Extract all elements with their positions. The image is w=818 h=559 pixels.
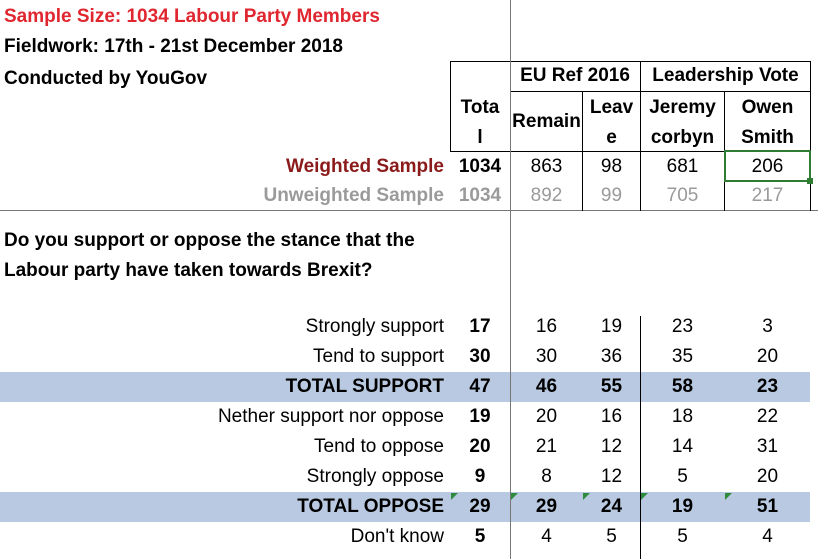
question-text: Do you support or oppose the stance that… — [4, 230, 415, 281]
cell-total[interactable]: 17 — [469, 316, 491, 337]
group-header-rule — [510, 91, 810, 92]
unweighted-jeremy[interactable]: 705 — [666, 185, 699, 206]
cell-leave[interactable]: 55 — [600, 376, 623, 397]
cell-owen[interactable]: 51 — [756, 496, 779, 517]
comment-indicator-icon — [641, 493, 648, 500]
cell-owen[interactable]: 20 — [756, 466, 779, 487]
cell-leave[interactable]: 12 — [600, 436, 623, 457]
fill-handle[interactable] — [807, 178, 813, 184]
cell-remain[interactable]: 29 — [535, 496, 558, 517]
leave-header-line1: Leav — [589, 97, 634, 118]
row-label: Nether support nor oppose — [217, 406, 444, 427]
total-header-line1: Tota — [460, 97, 500, 118]
sample-size-title: Sample Size: 1034 Labour Party Members — [4, 6, 380, 27]
weighted-sample-label: Weighted Sample — [285, 156, 444, 177]
cell-owen[interactable]: 31 — [756, 436, 779, 457]
comment-indicator-icon — [583, 493, 590, 500]
row-label: Strongly oppose — [306, 466, 444, 487]
jeremy-header-line1: Jeremy — [649, 97, 716, 118]
cell-total[interactable]: 19 — [469, 406, 491, 427]
cell-total[interactable]: 9 — [474, 466, 486, 487]
cell-remain[interactable]: 21 — [535, 436, 558, 457]
owen-header-line1: Owen — [741, 97, 794, 118]
cell-jeremy[interactable]: 19 — [671, 496, 694, 517]
cell-leave[interactable]: 12 — [600, 466, 623, 487]
body-eu-leadership-divider — [640, 316, 641, 559]
unweighted-owen[interactable]: 217 — [751, 185, 784, 206]
jeremy-header-line2: corbyn — [650, 127, 715, 148]
cell-remain[interactable]: 16 — [535, 316, 558, 337]
cell-owen[interactable]: 22 — [756, 406, 779, 427]
eu-leadership-divider — [640, 61, 641, 211]
row-label: Strongly support — [305, 316, 444, 337]
weighted-owen[interactable]: 206 — [751, 156, 784, 177]
column-header-bottom-rule — [450, 151, 810, 152]
cell-jeremy[interactable]: 14 — [671, 436, 694, 457]
cell-remain[interactable]: 20 — [535, 406, 558, 427]
cell-leave[interactable]: 5 — [606, 526, 617, 547]
cell-jeremy[interactable]: 35 — [671, 346, 694, 367]
weighted-leave[interactable]: 98 — [600, 156, 623, 177]
cell-jeremy[interactable]: 23 — [671, 316, 694, 337]
cell-leave[interactable]: 36 — [600, 346, 623, 367]
unweighted-sample-label: Unweighted Sample — [263, 185, 444, 206]
unweighted-total[interactable]: 1034 — [458, 185, 502, 206]
row-label: TOTAL OPPOSE — [297, 496, 444, 517]
table-left-border — [450, 61, 451, 151]
total-header-line2: l — [477, 127, 483, 148]
conducted-by-line: Conducted by YouGov — [4, 68, 208, 89]
cell-owen[interactable]: 3 — [762, 316, 773, 337]
cell-jeremy[interactable]: 5 — [677, 466, 688, 487]
table-right-border — [810, 61, 811, 211]
remain-leave-divider — [582, 91, 583, 211]
unweighted-remain[interactable]: 892 — [530, 185, 563, 206]
cell-owen[interactable]: 23 — [756, 376, 779, 397]
cell-jeremy[interactable]: 18 — [671, 406, 694, 427]
cell-total[interactable]: 29 — [469, 496, 491, 517]
leave-header-line2: e — [606, 127, 617, 148]
selected-cell-outline — [724, 150, 811, 182]
owen-header-line2: Smith — [741, 127, 794, 148]
cell-leave[interactable]: 24 — [600, 496, 623, 517]
header-top-rule — [450, 61, 810, 62]
row-label: TOTAL SUPPORT — [285, 376, 444, 397]
cell-leave[interactable]: 16 — [600, 406, 623, 427]
row-label: Tend to support — [313, 346, 444, 367]
leadership-group-header: Leadership Vote — [652, 65, 799, 86]
total-support-band — [0, 372, 810, 402]
weighted-jeremy[interactable]: 681 — [666, 156, 699, 177]
section-divider — [0, 210, 818, 211]
comment-indicator-icon — [511, 493, 518, 500]
cell-jeremy[interactable]: 58 — [671, 376, 694, 397]
fieldwork-line: Fieldwork: 17th - 21st December 2018 — [4, 36, 343, 57]
weighted-remain[interactable]: 863 — [530, 156, 563, 177]
unweighted-leave[interactable]: 99 — [600, 185, 623, 206]
remain-header: Remain — [512, 111, 581, 132]
comment-indicator-icon — [725, 493, 732, 500]
cell-total[interactable]: 47 — [469, 376, 491, 397]
eu-ref-group-header: EU Ref 2016 — [520, 65, 630, 86]
cell-remain[interactable]: 8 — [541, 466, 552, 487]
cell-owen[interactable]: 4 — [762, 526, 773, 547]
cell-total[interactable]: 5 — [474, 526, 486, 547]
row-label: Don't know — [350, 526, 444, 547]
weighted-total[interactable]: 1034 — [458, 156, 502, 177]
comment-indicator-icon — [451, 493, 458, 500]
total-oppose-band — [0, 492, 810, 522]
cell-owen[interactable]: 20 — [756, 346, 779, 367]
cell-jeremy[interactable]: 5 — [677, 526, 688, 547]
cell-total[interactable]: 20 — [469, 436, 491, 457]
cell-remain[interactable]: 46 — [535, 376, 558, 397]
total-column-divider — [510, 0, 511, 559]
cell-leave[interactable]: 19 — [600, 316, 623, 337]
cell-remain[interactable]: 4 — [541, 526, 552, 547]
row-label: Tend to oppose — [314, 436, 444, 457]
cell-remain[interactable]: 30 — [535, 346, 558, 367]
cell-total[interactable]: 30 — [469, 346, 491, 367]
